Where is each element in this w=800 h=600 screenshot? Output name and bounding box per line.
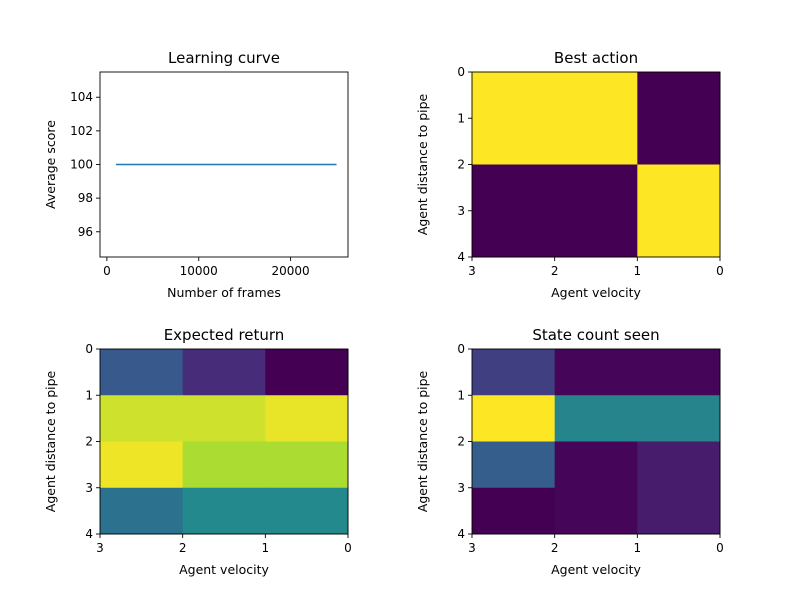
- expected-return-cell: [100, 395, 184, 442]
- state-count-xtick-label: 1: [634, 541, 642, 555]
- best-action-cell: [472, 164, 556, 258]
- best-action-ytick-label: 0: [457, 65, 465, 79]
- best-action-cell: [472, 72, 556, 165]
- expected-return-cell: [182, 487, 266, 535]
- learning-curve-xtick-label: 20000: [271, 264, 309, 278]
- expected-return-xtick-label: 2: [179, 541, 187, 555]
- state-count-cell: [637, 441, 721, 489]
- expected-return-ytick-label: 0: [85, 342, 93, 356]
- learning-curve-ytick-label: 104: [70, 90, 93, 104]
- state-count-cell: [472, 441, 556, 489]
- state-count-cell: [637, 487, 721, 535]
- expected-return-ylabel: Agent distance to pipe: [43, 370, 58, 512]
- expected-return-cell: [182, 395, 266, 442]
- best-action-xtick-label: 2: [551, 264, 559, 278]
- best-action-cell: [554, 164, 638, 258]
- learning-curve-ytick-label: 98: [78, 191, 93, 205]
- state-count-cell: [554, 441, 638, 489]
- best-action-xtick-label: 1: [634, 264, 642, 278]
- best-action-cell: [554, 72, 638, 165]
- state-count-ylabel: Agent distance to pipe: [415, 370, 430, 512]
- learning-curve-ytick-label: 96: [78, 225, 93, 239]
- state-count-xtick-label: 2: [551, 541, 559, 555]
- state-count-ytick-label: 1: [457, 388, 465, 402]
- state-count-cell: [637, 395, 721, 442]
- expected-return-xtick-label: 1: [262, 541, 270, 555]
- state-count-cell: [554, 395, 638, 442]
- state-count-ytick-label: 2: [457, 435, 465, 449]
- expected-return-cell: [265, 349, 349, 396]
- best-action-ylabel: Agent distance to pipe: [415, 93, 430, 235]
- expected-return-ytick-label: 2: [85, 435, 93, 449]
- expected-return-cell: [265, 487, 349, 535]
- state-count-ytick-label: 0: [457, 342, 465, 356]
- best-action-xtick-label: 0: [716, 264, 724, 278]
- expected-return-cell: [100, 441, 184, 489]
- best-action-title: Best action: [554, 49, 638, 67]
- state-count-ytick-label: 3: [457, 481, 465, 495]
- learning-curve-ytick-label: 100: [70, 158, 93, 172]
- state-count-cell: [554, 349, 638, 396]
- expected-return-cell: [182, 349, 266, 396]
- state-count-xtick-label: 3: [468, 541, 476, 555]
- state-count-cell: [472, 395, 556, 442]
- state-count-xtick-label: 0: [716, 541, 724, 555]
- expected-return-cell: [100, 487, 184, 535]
- expected-return-cell: [265, 441, 349, 489]
- best-action-xtick-label: 3: [468, 264, 476, 278]
- best-action-ytick-label: 3: [457, 204, 465, 218]
- best-action-cell: [637, 164, 721, 258]
- state-count-cell: [637, 349, 721, 396]
- learning-curve-xlabel: Number of frames: [167, 285, 281, 300]
- learning-curve-ytick-label: 102: [70, 124, 93, 138]
- best-action-ytick-label: 1: [457, 111, 465, 125]
- learning-curve-xtick-label: 10000: [180, 264, 218, 278]
- expected-return-xtick-label: 3: [96, 541, 104, 555]
- best-action-ytick-label: 2: [457, 158, 465, 172]
- learning-curve-xtick-label: 0: [103, 264, 111, 278]
- expected-return-cell: [265, 395, 349, 442]
- expected-return-ytick-label: 3: [85, 481, 93, 495]
- state-count-cell: [554, 487, 638, 535]
- state-count-cell: [472, 487, 556, 535]
- state-count-xlabel: Agent velocity: [551, 562, 641, 577]
- expected-return-xtick-label: 0: [344, 541, 352, 555]
- state-count-title: State count seen: [532, 326, 659, 344]
- state-count-ytick-label: 4: [457, 527, 465, 541]
- best-action-xlabel: Agent velocity: [551, 285, 641, 300]
- state-count-cell: [472, 349, 556, 396]
- expected-return-ytick-label: 1: [85, 388, 93, 402]
- best-action-cell: [637, 72, 721, 165]
- learning-curve-title: Learning curve: [168, 49, 280, 67]
- expected-return-xlabel: Agent velocity: [179, 562, 269, 577]
- expected-return-title: Expected return: [164, 326, 285, 344]
- expected-return-cell: [100, 349, 184, 396]
- expected-return-ytick-label: 4: [85, 527, 93, 541]
- learning-curve-ylabel: Average score: [43, 120, 58, 209]
- best-action-ytick-label: 4: [457, 250, 465, 264]
- expected-return-cell: [182, 441, 266, 489]
